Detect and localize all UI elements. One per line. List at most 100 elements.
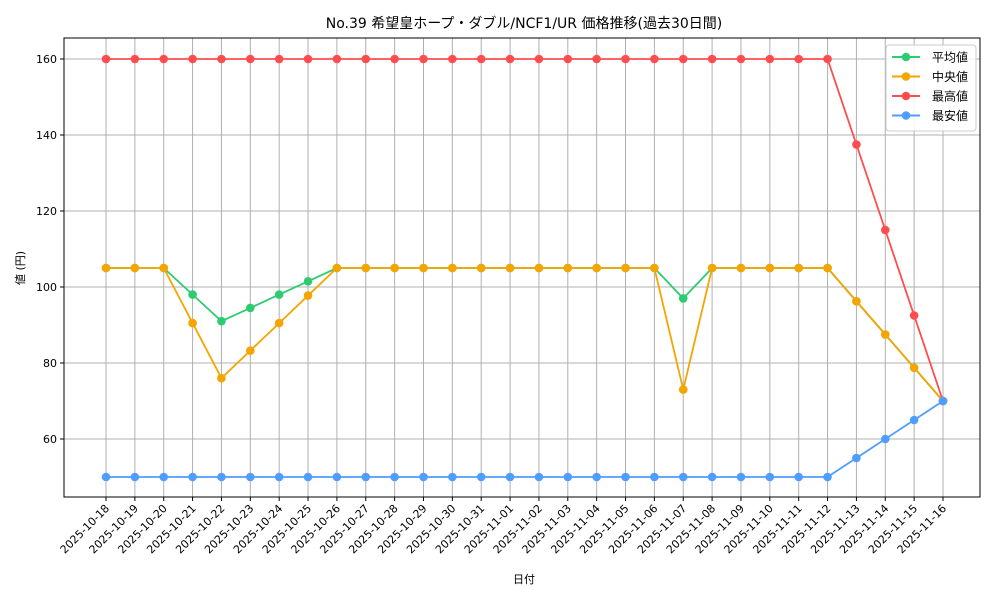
- data-point: [419, 54, 428, 64]
- data-point: [246, 303, 255, 313]
- data-point: [101, 54, 111, 64]
- data-point: [274, 290, 284, 299]
- data-point: [707, 472, 717, 482]
- data-point: [563, 472, 573, 482]
- data-point: [303, 291, 313, 300]
- legend-marker-icon: [901, 72, 911, 81]
- data-point: [217, 472, 226, 482]
- data-point: [419, 472, 428, 482]
- chart-title: No.39 希望皇ホープ・ダブル/NCF1/UR 価格推移(過去30日間): [326, 15, 722, 32]
- data-point: [361, 472, 371, 482]
- legend-box: [885, 44, 977, 132]
- data-point: [678, 294, 688, 303]
- legend-item: 最高値: [892, 89, 968, 104]
- legend-item: 最安値: [892, 108, 968, 123]
- data-point: [765, 54, 775, 64]
- series-中央値: [101, 263, 948, 406]
- data-point: [621, 472, 630, 482]
- data-point: [794, 472, 803, 482]
- data-point: [246, 472, 255, 482]
- series-平均値: [101, 263, 948, 406]
- x-axis-ticks: 2025-10-182025-10-192025-10-202025-10-21…: [58, 497, 949, 556]
- data-point: [592, 472, 601, 482]
- data-point: [938, 396, 948, 406]
- data-point: [909, 363, 919, 373]
- data-point: [794, 54, 803, 64]
- data-point: [217, 316, 226, 326]
- data-point: [159, 472, 169, 482]
- x-axis-label: 日付: [513, 573, 535, 586]
- data-point: [707, 263, 717, 273]
- legend-label: 中央値: [932, 69, 968, 84]
- data-point: [650, 263, 659, 273]
- data-point: [650, 54, 659, 64]
- data-point: [101, 263, 111, 273]
- data-point: [390, 54, 399, 64]
- data-point: [332, 263, 342, 273]
- y-tick-label: 120: [36, 205, 57, 218]
- data-point: [880, 434, 890, 444]
- data-point: [130, 472, 140, 482]
- data-point: [505, 472, 515, 482]
- data-point: [159, 54, 169, 64]
- data-point: [101, 472, 111, 482]
- legend-label: 平均値: [932, 50, 968, 65]
- data-point: [361, 54, 371, 64]
- legend-label: 最高値: [932, 89, 968, 104]
- data-point: [592, 263, 601, 273]
- data-point: [159, 263, 169, 273]
- data-point: [534, 54, 544, 64]
- data-point: [448, 263, 457, 273]
- data-point: [823, 472, 832, 482]
- y-axis-label: 値 (円): [14, 251, 27, 285]
- data-point: [274, 54, 284, 64]
- data-point: [303, 54, 313, 64]
- data-point: [274, 318, 284, 328]
- y-tick-label: 80: [43, 357, 57, 370]
- data-point: [188, 54, 197, 64]
- data-point: [678, 385, 688, 394]
- data-point: [476, 54, 486, 64]
- data-point: [678, 54, 688, 64]
- data-point: [130, 263, 140, 273]
- data-point: [332, 472, 342, 482]
- data-point: [419, 263, 428, 273]
- data-point: [274, 472, 284, 482]
- data-point: [476, 263, 486, 273]
- data-point: [823, 54, 832, 64]
- data-point: [246, 54, 255, 64]
- data-point: [852, 296, 861, 306]
- data-point: [303, 277, 313, 286]
- data-point: [534, 472, 544, 482]
- data-point: [303, 472, 313, 482]
- y-axis-ticks: 60 80 100 120 140 160: [36, 53, 64, 446]
- data-point: [246, 346, 255, 355]
- data-series: [101, 54, 948, 482]
- data-point: [909, 415, 919, 425]
- y-tick-label: 60: [43, 433, 57, 446]
- data-point: [852, 140, 861, 149]
- data-point: [130, 54, 140, 64]
- series-最高値: [101, 54, 948, 406]
- legend-label: 最安値: [932, 108, 968, 123]
- data-point: [188, 472, 197, 482]
- data-point: [621, 263, 630, 273]
- data-point: [852, 453, 861, 463]
- legend-item: 中央値: [892, 69, 968, 84]
- data-point: [505, 54, 515, 64]
- data-point: [909, 311, 919, 320]
- data-point: [880, 330, 890, 339]
- data-point: [765, 263, 775, 273]
- data-point: [563, 263, 573, 273]
- data-point: [217, 54, 226, 64]
- data-point: [563, 54, 573, 64]
- data-point: [736, 472, 746, 482]
- legend-marker-icon: [901, 91, 911, 101]
- data-point: [448, 472, 457, 482]
- data-point: [448, 54, 457, 64]
- data-point: [592, 54, 601, 64]
- data-point: [765, 472, 775, 482]
- data-point: [361, 263, 371, 273]
